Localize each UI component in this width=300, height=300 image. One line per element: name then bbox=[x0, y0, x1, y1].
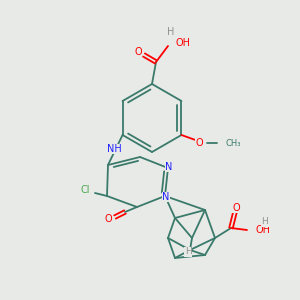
Text: NH: NH bbox=[107, 144, 122, 154]
Text: H: H bbox=[167, 27, 175, 37]
Text: OH: OH bbox=[255, 225, 270, 235]
Text: N: N bbox=[162, 192, 170, 202]
Text: CH₃: CH₃ bbox=[225, 139, 241, 148]
Text: H: H bbox=[262, 218, 268, 226]
Text: O: O bbox=[196, 138, 203, 148]
Text: OH: OH bbox=[176, 38, 191, 48]
Text: O: O bbox=[104, 214, 112, 224]
Text: N: N bbox=[165, 162, 173, 172]
Text: H: H bbox=[184, 248, 191, 256]
Text: Cl: Cl bbox=[80, 185, 90, 195]
Text: O: O bbox=[232, 203, 240, 213]
Text: O: O bbox=[134, 47, 142, 57]
